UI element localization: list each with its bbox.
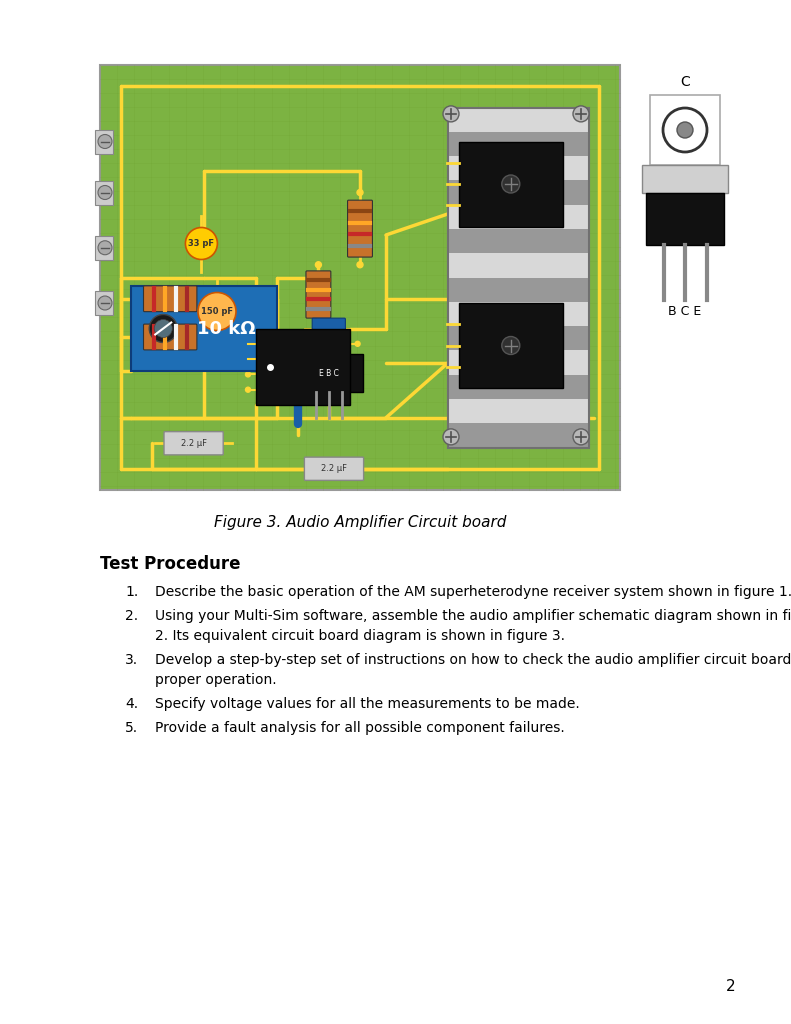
Circle shape (316, 322, 321, 328)
Circle shape (185, 227, 218, 259)
Circle shape (149, 314, 177, 342)
Bar (448, 205, 589, 229)
Text: Test Procedure: Test Procedure (100, 555, 240, 573)
Circle shape (677, 122, 693, 138)
Circle shape (443, 105, 459, 122)
Bar (448, 350, 589, 375)
Circle shape (663, 108, 707, 152)
Text: C: C (680, 75, 690, 89)
Bar (650, 95, 720, 165)
Text: 2.2 μF: 2.2 μF (180, 438, 206, 447)
Circle shape (355, 372, 360, 377)
Bar (131, 286, 277, 371)
FancyBboxPatch shape (306, 271, 331, 318)
Text: Provide a fault analysis for all possible component failures.: Provide a fault analysis for all possibl… (155, 721, 565, 735)
FancyBboxPatch shape (347, 200, 373, 257)
Text: Figure 3. Audio Amplifier Circuit board: Figure 3. Audio Amplifier Circuit board (214, 515, 506, 530)
Text: 2.2 μF: 2.2 μF (321, 464, 347, 473)
Circle shape (573, 429, 589, 444)
Text: Develop a step-by-step set of instructions on how to check the audio amplifier c: Develop a step-by-step set of instructio… (155, 653, 791, 667)
Circle shape (98, 296, 112, 310)
Circle shape (355, 356, 360, 361)
Text: Specify voltage values for all the measurements to be made.: Specify voltage values for all the measu… (155, 697, 580, 711)
Circle shape (245, 387, 251, 392)
Circle shape (355, 387, 360, 392)
Text: 5.: 5. (125, 721, 138, 735)
Circle shape (316, 262, 321, 267)
Bar (448, 156, 589, 180)
Circle shape (98, 241, 112, 255)
Circle shape (98, 134, 112, 148)
Bar (448, 108, 589, 132)
Bar (448, 375, 589, 399)
Text: proper operation.: proper operation. (155, 673, 277, 687)
Bar (448, 108, 589, 447)
Bar (642, 165, 728, 193)
Text: 2: 2 (726, 979, 736, 994)
Bar (100, 65, 620, 490)
Bar (459, 303, 563, 388)
Text: 3.: 3. (125, 653, 138, 667)
Bar (95, 129, 113, 154)
FancyBboxPatch shape (305, 457, 364, 480)
Bar (95, 180, 113, 205)
Text: E B C: E B C (319, 369, 339, 378)
FancyBboxPatch shape (143, 286, 197, 311)
Circle shape (201, 334, 207, 340)
FancyBboxPatch shape (164, 432, 223, 455)
Bar (295, 354, 362, 392)
Bar (646, 193, 724, 245)
Circle shape (198, 293, 236, 331)
FancyBboxPatch shape (143, 325, 197, 350)
Text: Describe the basic operation of the AM superheterodyne receiver system shown in : Describe the basic operation of the AM s… (155, 585, 791, 599)
Bar (448, 326, 589, 350)
Circle shape (573, 105, 589, 122)
Text: 2. Its equivalent circuit board diagram is shown in figure 3.: 2. Its equivalent circuit board diagram … (155, 629, 565, 643)
Circle shape (245, 341, 251, 346)
Circle shape (154, 319, 172, 338)
Circle shape (501, 175, 520, 193)
Circle shape (134, 334, 139, 340)
Text: Using your Multi-Sim software, assemble the audio amplifier schematic diagram sh: Using your Multi-Sim software, assemble … (155, 609, 791, 623)
Bar (448, 278, 589, 302)
Bar (448, 423, 589, 447)
Circle shape (357, 189, 363, 196)
Bar (448, 253, 589, 278)
Bar (448, 108, 589, 447)
Circle shape (501, 337, 520, 354)
Text: 150 pF: 150 pF (201, 307, 233, 316)
Bar (256, 329, 350, 406)
Circle shape (134, 296, 139, 302)
Bar (95, 291, 113, 315)
Text: 10 kΩ: 10 kΩ (196, 319, 255, 338)
Text: B C E: B C E (668, 305, 702, 318)
Circle shape (443, 429, 459, 444)
Bar (448, 399, 589, 423)
Bar (448, 302, 589, 326)
Text: 33 pF: 33 pF (188, 239, 214, 248)
Bar (95, 236, 113, 260)
Circle shape (355, 341, 360, 346)
Circle shape (201, 296, 207, 302)
Circle shape (98, 185, 112, 200)
Bar (459, 141, 563, 226)
Circle shape (245, 372, 251, 377)
Bar (448, 229, 589, 253)
Bar (448, 180, 589, 205)
Text: 1.: 1. (125, 585, 138, 599)
Circle shape (245, 356, 251, 361)
Text: 2.: 2. (125, 609, 138, 623)
Text: 4.: 4. (125, 697, 138, 711)
Bar (448, 132, 589, 156)
Circle shape (357, 262, 363, 267)
FancyBboxPatch shape (312, 318, 346, 339)
